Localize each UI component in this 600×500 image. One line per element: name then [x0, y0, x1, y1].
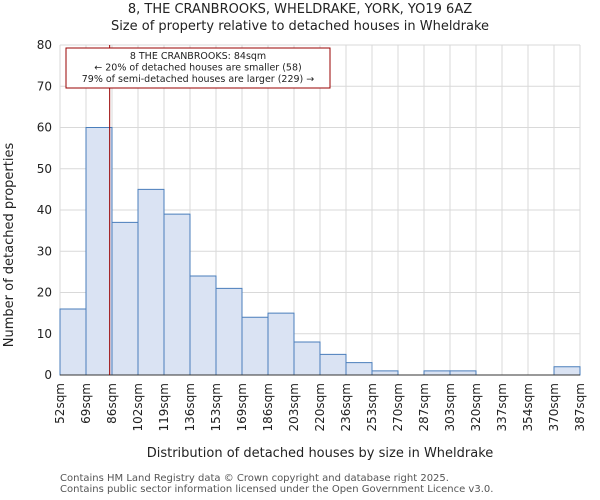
bar-layer — [59, 127, 581, 376]
bar — [345, 362, 373, 376]
x-tick-label: 370sqm — [547, 383, 561, 431]
y-tick-label: 70 — [37, 79, 52, 93]
footer-line-1: Contains HM Land Registry data © Crown c… — [60, 473, 449, 484]
x-tick-label: 52sqm — [53, 383, 67, 424]
chart-plot: 0 10 20 30 40 50 60 70 80 52sqm 69sqm 86sqm 102sqm 11… — [2, 38, 587, 461]
x-tick-label: 220sqm — [313, 383, 327, 431]
bar — [553, 366, 581, 376]
y-tick-label: 60 — [37, 121, 52, 135]
chart-subtitle: Size of property relative to detached ho… — [110, 19, 490, 34]
x-axis-label: Distribution of detached houses by size … — [147, 446, 494, 461]
footer-line-2: Contains public sector information licen… — [60, 484, 494, 495]
marker-layer: 8 THE CRANBROOKS: 84sqm← 20% of detached… — [65, 45, 331, 375]
annotation-box — [65, 47, 331, 89]
bar — [241, 316, 269, 376]
bar — [423, 370, 451, 376]
bar — [111, 221, 139, 376]
bar — [189, 275, 217, 376]
x-tick-label: 119sqm — [157, 383, 171, 431]
y-tick-label: 40 — [37, 203, 52, 217]
y-tick-label: 80 — [37, 38, 52, 52]
x-tick-label: 337sqm — [495, 383, 509, 431]
x-tick-label: 136sqm — [183, 383, 197, 431]
x-tick-label: 387sqm — [573, 383, 587, 431]
footer: Contains HM Land Registry data © Crown c… — [60, 473, 493, 495]
bar — [163, 213, 191, 376]
bar — [449, 370, 477, 376]
y-tick-label: 0 — [44, 368, 52, 382]
chart-title: 8, THE CRANBROOKS, WHELDRAKE, YORK, YO19… — [127, 2, 473, 17]
y-tick-label: 10 — [37, 327, 52, 341]
bar — [371, 370, 399, 376]
x-tick-label: 303sqm — [443, 383, 457, 431]
bar — [59, 308, 87, 376]
x-tick-label: 169sqm — [235, 383, 249, 431]
x-tick-label: 102sqm — [131, 383, 145, 431]
x-tick-label: 354sqm — [521, 383, 535, 431]
x-tick-label: 320sqm — [469, 383, 483, 431]
y-tick-label: 30 — [37, 244, 52, 258]
x-tick-label: 270sqm — [391, 383, 405, 431]
bar — [293, 341, 321, 376]
annotation-line: ← 20% of detached houses are smaller (58… — [94, 63, 301, 74]
annotation-line: 8 THE CRANBROOKS: 84sqm — [130, 51, 266, 62]
axis-layer: 0 10 20 30 40 50 60 70 80 52sqm 69sqm 86sqm 102sqm 11… — [37, 38, 587, 431]
bar — [85, 127, 113, 376]
bar — [267, 312, 295, 376]
annotation-line: 79% of semi-detached houses are larger (… — [82, 74, 315, 85]
x-tick-label: 236sqm — [339, 383, 353, 431]
bar — [215, 287, 243, 376]
y-axis-label: Number of detached properties — [2, 143, 17, 348]
y-tick-label: 50 — [37, 162, 52, 176]
y-tick-label: 20 — [37, 286, 52, 300]
x-tick-label: 287sqm — [417, 383, 431, 431]
x-tick-label: 186sqm — [261, 383, 275, 431]
bar — [137, 188, 165, 376]
x-tick-label: 69sqm — [79, 383, 93, 424]
bar — [319, 353, 347, 376]
x-tick-label: 253sqm — [365, 383, 379, 431]
x-tick-label: 153sqm — [209, 383, 223, 431]
x-tick-label: 86sqm — [105, 383, 119, 424]
x-tick-label: 203sqm — [287, 383, 301, 431]
